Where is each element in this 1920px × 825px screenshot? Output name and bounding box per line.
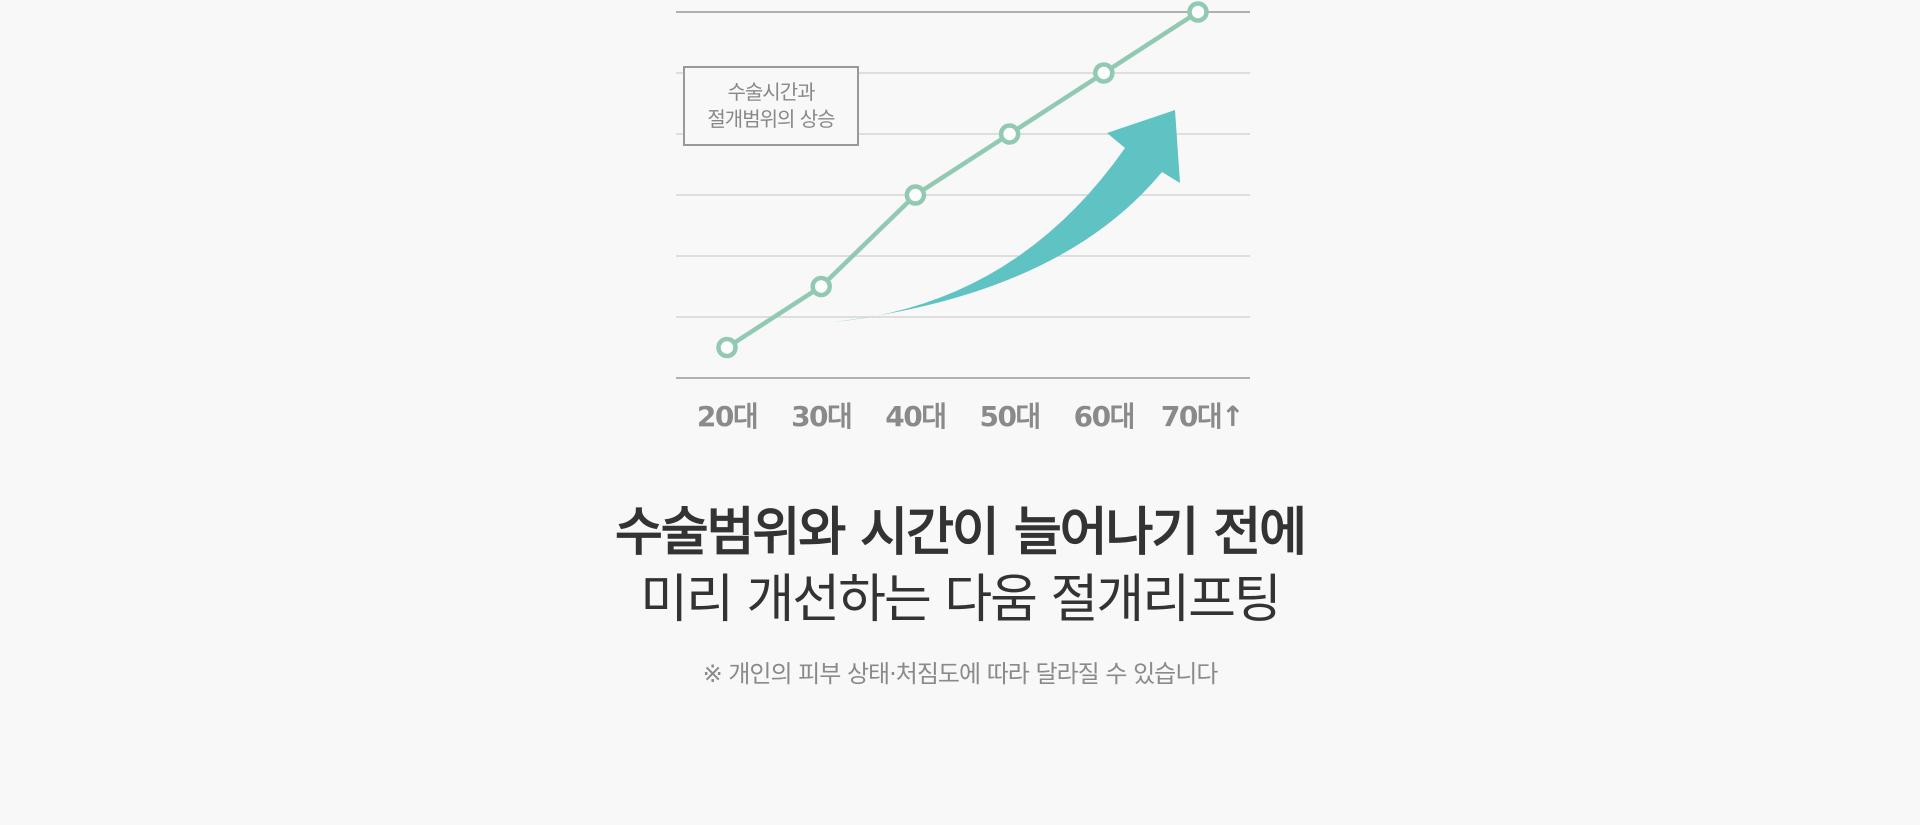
x-tick-label: 30대 bbox=[791, 400, 851, 433]
data-point-5 bbox=[1093, 62, 1115, 84]
data-point-1 bbox=[716, 336, 738, 359]
annotation-text-line-2: 절개범위의 상승 bbox=[707, 107, 835, 131]
x-tick-label: 40대 bbox=[885, 400, 945, 433]
data-point-6 bbox=[1187, 1, 1209, 23]
series-line bbox=[716, 1, 1209, 359]
data-point-3 bbox=[904, 184, 927, 206]
x-tick-label: 70대↑ bbox=[1161, 400, 1243, 433]
headline-line-1: 수술범위와 시간이 늘어나기 전에 bbox=[614, 503, 1307, 563]
series-polyline bbox=[724, 9, 1201, 350]
line-chart: 수술시간과 절개범위의 상승 20대 30대 40대 50대 60대 70대↑ bbox=[676, 1, 1250, 433]
headline-line-2: 미리 개선하는 다움 절개리프팅 bbox=[640, 570, 1282, 630]
data-point-2 bbox=[810, 275, 832, 298]
rising-arrow-icon bbox=[833, 110, 1180, 322]
arrow-shape bbox=[833, 110, 1180, 322]
annotation-text-line-1: 수술시간과 bbox=[728, 80, 816, 104]
annotation-box: 수술시간과 절개범위의 상승 bbox=[683, 66, 859, 146]
data-point-4 bbox=[998, 123, 1021, 145]
x-tick-label: 60대 bbox=[1074, 400, 1134, 433]
annotation-border bbox=[683, 66, 859, 146]
x-tick-label: 20대 bbox=[697, 400, 757, 433]
x-tick-label: 50대 bbox=[979, 400, 1039, 433]
x-axis-tick-labels: 20대 30대 40대 50대 60대 70대↑ bbox=[697, 400, 1245, 433]
footnote-disclaimer: ※ 개인의 피부 상태·처짐도에 따라 달라질 수 있습니다 bbox=[702, 660, 1219, 688]
